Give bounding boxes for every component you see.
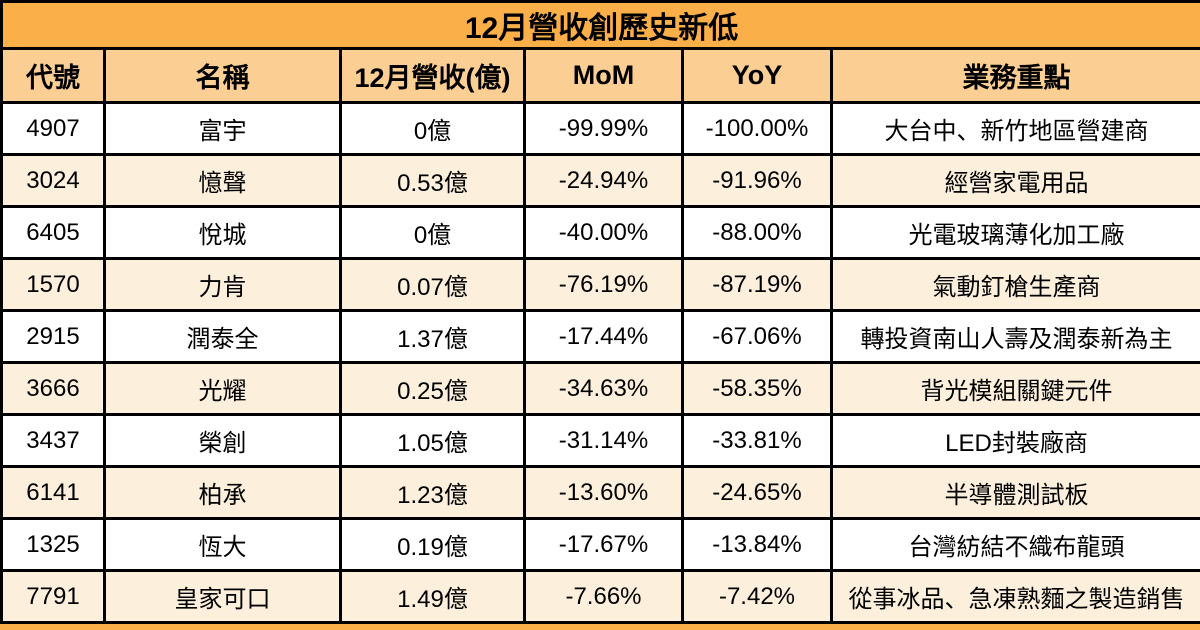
table-row: 2915 潤泰全 1.37億 -17.44% -67.06% 轉投資南山人壽及潤…: [0, 309, 1200, 364]
cell-name: 悅城: [103, 205, 342, 260]
cell-code: 3666: [0, 361, 106, 416]
column-header-name: 名稱: [103, 47, 342, 104]
cell-focus: 台灣紡結不織布龍頭: [829, 517, 1200, 572]
cell-focus: 背光模組關鍵元件: [829, 361, 1200, 416]
column-header-focus: 業務重點: [829, 47, 1200, 104]
cell-mom: -24.94%: [523, 153, 684, 208]
cell-code: 3437: [0, 413, 106, 468]
cell-code: 3024: [0, 153, 106, 208]
table-row: 1570 力肯 0.07億 -76.19% -87.19% 氣動釘槍生產商: [0, 257, 1200, 312]
table-header-row: 代號 名稱 12月營收(億) MoM YoY 業務重點: [0, 47, 1200, 104]
cell-revenue: 0億: [339, 205, 526, 260]
cell-revenue: 0億: [339, 101, 526, 156]
cell-name: 恆大: [103, 517, 342, 572]
cell-code: 4907: [0, 101, 106, 156]
cell-code: 6141: [0, 465, 106, 520]
cell-revenue: 0.53億: [339, 153, 526, 208]
table-row: 3437 榮創 1.05億 -31.14% -33.81% LED封裝廠商: [0, 413, 1200, 468]
cell-focus: 從事冰品、急凍熟麵之製造銷售: [829, 569, 1200, 624]
column-header-yoy: YoY: [681, 47, 833, 104]
cell-yoy: -88.00%: [681, 205, 833, 260]
cell-code: 7791: [0, 569, 106, 624]
column-header-mom: MoM: [523, 47, 684, 104]
table-title: 12月營收創歷史新低: [0, 0, 1200, 50]
table-row: 3024 憶聲 0.53億 -24.94% -91.96% 經營家電用品: [0, 153, 1200, 208]
column-header-code: 代號: [0, 47, 106, 104]
table-row: 7791 皇家可口 1.49億 -7.66% -7.42% 從事冰品、急凍熟麵之…: [0, 569, 1200, 624]
cell-focus: 轉投資南山人壽及潤泰新為主: [829, 309, 1200, 364]
cell-yoy: -58.35%: [681, 361, 833, 416]
cell-name: 潤泰全: [103, 309, 342, 364]
table-row: 6141 柏承 1.23億 -13.60% -24.65% 半導體測試板: [0, 465, 1200, 520]
cell-revenue: 0.07億: [339, 257, 526, 312]
cell-code: 6405: [0, 205, 106, 260]
cell-code: 2915: [0, 309, 106, 364]
cell-name: 憶聲: [103, 153, 342, 208]
cell-code: 1570: [0, 257, 106, 312]
cell-mom: -17.44%: [523, 309, 684, 364]
table-row: 4907 富宇 0億 -99.99% -100.00% 大台中、新竹地區營建商: [0, 101, 1200, 156]
table-row: 3666 光耀 0.25億 -34.63% -58.35% 背光模組關鍵元件: [0, 361, 1200, 416]
cell-revenue: 0.19億: [339, 517, 526, 572]
cell-yoy: -24.65%: [681, 465, 833, 520]
cell-name: 富宇: [103, 101, 342, 156]
cell-mom: -31.14%: [523, 413, 684, 468]
table-row: 1325 恆大 0.19億 -17.67% -13.84% 台灣紡結不織布龍頭: [0, 517, 1200, 572]
cell-focus: 大台中、新竹地區營建商: [829, 101, 1200, 156]
table-row: 6405 悅城 0億 -40.00% -88.00% 光電玻璃薄化加工廠: [0, 205, 1200, 260]
cell-focus: LED封裝廠商: [829, 413, 1200, 468]
cell-revenue: 0.25億: [339, 361, 526, 416]
cell-name: 皇家可口: [103, 569, 342, 624]
table-title-row: 12月營收創歷史新低: [0, 0, 1200, 50]
cell-revenue: 1.37億: [339, 309, 526, 364]
cell-mom: -99.99%: [523, 101, 684, 156]
cell-mom: -7.66%: [523, 569, 684, 624]
cell-name: 力肯: [103, 257, 342, 312]
cell-focus: 氣動釘槍生產商: [829, 257, 1200, 312]
cell-focus: 經營家電用品: [829, 153, 1200, 208]
cell-focus: 半導體測試板: [829, 465, 1200, 520]
cell-yoy: -33.81%: [681, 413, 833, 468]
cell-mom: -17.67%: [523, 517, 684, 572]
cell-yoy: -13.84%: [681, 517, 833, 572]
cell-yoy: -87.19%: [681, 257, 833, 312]
cell-code: 1325: [0, 517, 106, 572]
cell-yoy: -67.06%: [681, 309, 833, 364]
cell-mom: -13.60%: [523, 465, 684, 520]
column-header-revenue: 12月營收(億): [339, 47, 526, 104]
cell-mom: -34.63%: [523, 361, 684, 416]
cell-revenue: 1.05億: [339, 413, 526, 468]
cell-yoy: -91.96%: [681, 153, 833, 208]
cell-name: 柏承: [103, 465, 342, 520]
cell-yoy: -100.00%: [681, 101, 833, 156]
cell-revenue: 1.49億: [339, 569, 526, 624]
cell-mom: -40.00%: [523, 205, 684, 260]
cell-yoy: -7.42%: [681, 569, 833, 624]
cell-focus: 光電玻璃薄化加工廠: [829, 205, 1200, 260]
cell-revenue: 1.23億: [339, 465, 526, 520]
cell-name: 光耀: [103, 361, 342, 416]
cell-name: 榮創: [103, 413, 342, 468]
cell-mom: -76.19%: [523, 257, 684, 312]
